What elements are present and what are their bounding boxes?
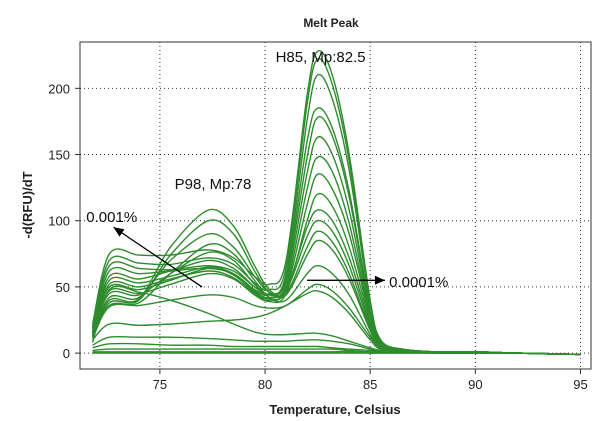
axis-ticks: 75 80 85 90 95 0 50 100 150 200 <box>48 81 587 392</box>
annotation-text-3: 0.0001% <box>389 274 448 291</box>
y-tick-label-1: 50 <box>56 280 70 295</box>
series-line-14 <box>91 283 581 356</box>
annotation-arrow-0 <box>113 226 203 288</box>
series-line-1 <box>91 57 581 356</box>
annotation-text-0: H85, Mp:82.5 <box>276 49 366 66</box>
annotation-arrowhead-1 <box>374 275 385 285</box>
series-line-0 <box>91 49 581 356</box>
annotations: H85, Mp:82.5 P98, Mp:78 0.001% 0.0001% <box>86 49 448 291</box>
y-tick-label-4: 200 <box>48 81 70 96</box>
x-tick-label-1: 80 <box>258 377 272 392</box>
series-line-3 <box>91 107 581 356</box>
y-tick-label-3: 150 <box>48 148 70 163</box>
annotation-text-1: P98, Mp:78 <box>175 176 252 193</box>
annotation-text-2: 0.001% <box>86 209 137 226</box>
annotation-arrows <box>113 226 385 288</box>
grid-lines <box>80 42 591 369</box>
series-lines <box>91 49 581 356</box>
plot-frame <box>79 41 592 370</box>
x-axis-label: Temperature, Celsius <box>269 402 400 417</box>
series-line-8 <box>91 192 581 356</box>
series-line-10 <box>91 219 581 356</box>
x-tick-label-3: 90 <box>468 377 482 392</box>
chart-title: Melt Peak <box>303 16 359 30</box>
series-line-21 <box>92 352 581 356</box>
y-axis-label: -d(RFU)/dT <box>20 171 35 238</box>
series-line-4 <box>91 116 581 356</box>
annotation-arrowhead-0 <box>113 227 125 237</box>
x-tick-label-4: 95 <box>573 377 587 392</box>
x-tick-label-2: 85 <box>363 377 377 392</box>
series-line-5 <box>91 135 581 356</box>
y-tick-label-0: 0 <box>63 346 70 361</box>
x-tick-label-0: 75 <box>153 377 167 392</box>
y-tick-label-2: 100 <box>48 214 70 229</box>
series-line-16 <box>91 285 581 356</box>
series-line-17 <box>92 335 581 356</box>
